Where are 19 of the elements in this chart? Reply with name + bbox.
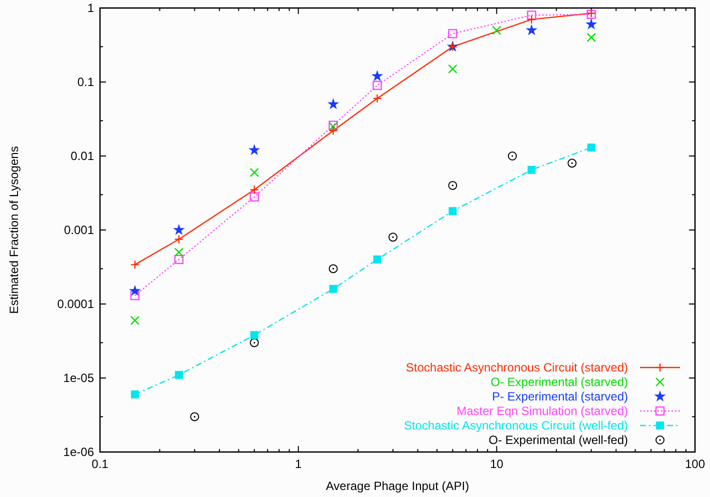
x-tick-label: 0.1 [92,457,109,471]
y-tick-label: 1 [87,1,94,15]
y-tick-label: 0.1 [77,75,94,89]
legend-label: O- Experimental (starved) [490,375,628,389]
y-tick-label: 0.001 [64,223,94,237]
x-tick-label: 100 [684,457,706,471]
legend-label: O- Experimental (well-fed) [488,433,628,447]
x-tick-label: 1 [294,457,302,471]
y-tick-label: 0.0001 [57,297,94,311]
y-tick-label: 0.01 [70,149,94,163]
x-tick-label: 10 [490,457,504,471]
x-axis-title: Average Phage Input (API) [326,479,470,493]
legend-label: Stochastic Asynchronous Circuit (starved) [406,360,628,374]
legend-label: Stochastic Asynchronous Circuit (well-fed) [404,418,628,432]
legend-label: Master Eqn Simulation (starved) [456,404,628,418]
y-tick-label: 1e-06 [63,445,94,459]
y-axis-title: Estimated Fraction of Lysogens [7,146,21,314]
legend-label: P- Experimental (starved) [492,390,628,404]
y-tick-label: 1e-05 [63,371,94,385]
